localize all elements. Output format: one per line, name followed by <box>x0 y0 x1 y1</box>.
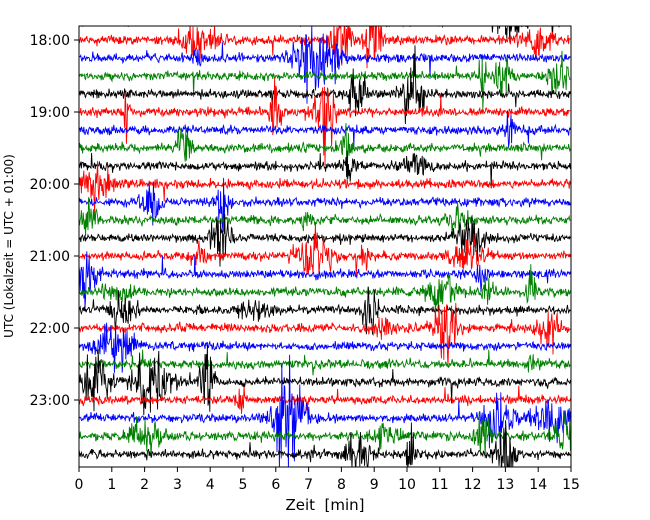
trace-2200 <box>79 302 571 368</box>
x-tick-label: 15 <box>562 477 580 493</box>
y-axis-label: UTC (Lokalzeit = UTC + 01:00) <box>2 154 16 338</box>
x-tick-label: 10 <box>398 477 416 493</box>
y-tick-label: 22:00 <box>30 321 70 337</box>
trace-2230 <box>79 349 571 376</box>
y-tick-label: 23:00 <box>30 393 70 409</box>
y-tick-label: 21:00 <box>30 249 70 265</box>
plot-background <box>79 26 571 467</box>
trace-1945 <box>79 150 571 189</box>
x-tick-label: 7 <box>304 477 313 493</box>
plot-frame <box>78 25 572 468</box>
x-tick-label: 3 <box>173 477 182 493</box>
trace-1815 <box>79 26 571 104</box>
trace-2000 <box>79 160 571 213</box>
y-axis: 18:00 19:00 20:00 21:00 22:00 23:00 <box>30 33 79 409</box>
traces-layer <box>79 26 571 467</box>
trace-2130 <box>79 264 571 316</box>
x-tick-label: 4 <box>206 477 215 493</box>
x-tick-label: 1 <box>107 477 116 493</box>
trace-1930 <box>79 123 571 182</box>
trace-2315 <box>79 354 571 467</box>
y-tick-label: 19:00 <box>30 105 70 121</box>
trace-2100 <box>79 222 571 277</box>
trace-2345 <box>79 420 571 467</box>
x-tick-label: 2 <box>140 477 149 493</box>
trace-1800 <box>79 26 571 69</box>
x-tick-label: 12 <box>464 477 482 493</box>
x-tick-label: 0 <box>75 477 84 493</box>
trace-2300 <box>79 385 571 415</box>
trace-2030 <box>79 197 571 238</box>
x-tick-label: 9 <box>370 477 379 493</box>
y-tick-label: 18:00 <box>30 33 70 49</box>
x-tick-label: 13 <box>496 477 514 493</box>
x-axis: 0 1 2 3 4 5 6 7 8 9 10 11 12 13 14 15 <box>75 467 580 493</box>
x-tick-label: 14 <box>529 477 547 493</box>
trace-2145 <box>79 286 571 337</box>
trace-2215 <box>79 322 571 373</box>
trace-1830 <box>79 50 571 110</box>
x-tick-label: 8 <box>337 477 346 493</box>
x-tick-label: 11 <box>431 477 449 493</box>
x-axis-label: Zeit [min] <box>285 496 364 514</box>
x-tick-label: 5 <box>239 477 248 493</box>
trace-2115 <box>79 251 571 309</box>
trace-2330 <box>79 411 571 459</box>
trace-1900 <box>79 78 571 165</box>
x-tick-label: 6 <box>271 477 280 493</box>
trace-2045 <box>79 214 571 267</box>
y-tick-label: 20:00 <box>30 177 70 193</box>
trace-2015 <box>79 177 571 233</box>
trace-1915 <box>79 110 571 148</box>
